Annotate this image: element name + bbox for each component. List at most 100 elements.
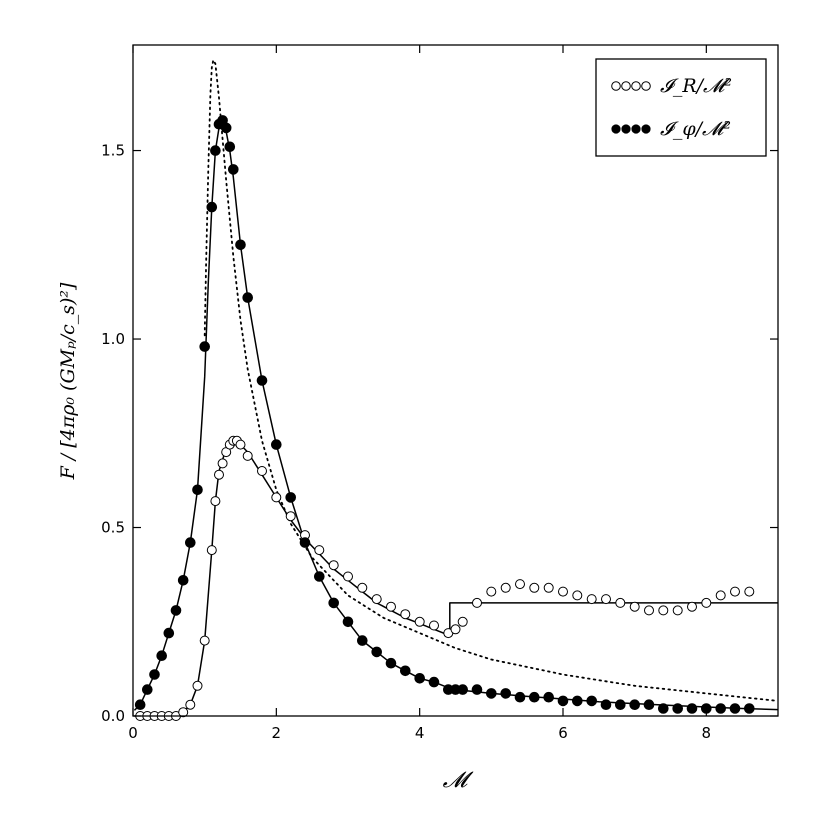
data-point-iphi <box>686 703 698 714</box>
data-point-ir <box>658 605 669 616</box>
data-point-iphi <box>149 669 160 680</box>
data-point-ir <box>235 439 246 450</box>
plot-frame <box>132 44 779 717</box>
data-point-iphi <box>600 699 612 711</box>
data-point-iphi <box>156 650 167 662</box>
data-point-iphi <box>414 673 426 684</box>
data-point-iphi <box>285 492 297 503</box>
x-tick-label: 6 <box>558 724 568 742</box>
data-point-ir <box>558 586 568 597</box>
data-point-iphi <box>177 575 189 586</box>
data-point-ir <box>515 579 525 590</box>
data-point-ir <box>744 586 755 597</box>
data-point-ir <box>715 590 726 601</box>
data-point-ir <box>357 582 368 593</box>
data-point-ir <box>601 594 611 605</box>
data-point-iphi <box>471 684 483 695</box>
data-point-iphi <box>134 699 146 711</box>
data-point-iphi <box>220 122 232 134</box>
data-point-iphi <box>572 695 583 707</box>
data-point-ir <box>185 699 196 710</box>
legend-label-ir: 𝓘_R/𝓜² <box>660 75 732 97</box>
data-point-iphi <box>729 703 741 714</box>
data-point-iphi <box>586 695 598 707</box>
data-point-iphi <box>256 375 268 386</box>
data-point-iphi <box>192 484 203 496</box>
data-point-ir <box>586 594 597 605</box>
data-point-ir <box>572 590 583 601</box>
data-point-iphi <box>744 703 755 714</box>
legend-frame <box>595 58 767 157</box>
data-point-ir <box>214 469 224 480</box>
data-point-ir <box>271 492 282 503</box>
data-point-iphi <box>328 597 340 609</box>
legend-label-iphi: 𝓘_φ/𝓜² <box>660 118 731 140</box>
data-point-ir <box>210 496 221 507</box>
data-point-iphi <box>185 537 196 548</box>
data-point-ir <box>400 609 411 620</box>
data-point-iphi <box>457 684 469 695</box>
axis-ticks: 0 2 4 6 8 0.0 0.5 1.0 1.5 <box>101 45 778 742</box>
data-point-iphi <box>357 635 368 646</box>
legend: 𝓘_R/𝓜² 𝓘_φ/𝓜² <box>595 58 767 157</box>
data-point-iphi <box>228 164 239 175</box>
data-point-iphi <box>715 703 727 714</box>
data-point-iphi <box>299 537 311 548</box>
y-tick-label: 0.5 <box>101 519 125 537</box>
data-point-iphi <box>271 439 282 450</box>
plot-marks <box>133 59 779 721</box>
x-tick-label: 2 <box>272 724 282 742</box>
legend-marker-open <box>611 81 651 91</box>
data-point-ir <box>386 601 396 612</box>
data-point-ir <box>343 571 353 582</box>
data-point-iphi <box>163 627 175 639</box>
data-point-iphi <box>371 646 383 658</box>
data-point-iphi <box>235 239 246 251</box>
data-point-iphi <box>342 616 354 628</box>
x-tick-label: 4 <box>415 724 425 742</box>
x-tick-label: 8 <box>702 724 712 742</box>
dotted-curve <box>203 59 779 702</box>
data-point-iphi <box>500 688 512 699</box>
data-point-ir <box>615 597 626 608</box>
legend-marker-filled <box>611 124 651 134</box>
data-point-iphi <box>615 699 626 711</box>
data-point-ir <box>472 597 482 608</box>
data-point-iphi <box>199 341 210 352</box>
data-point-ir <box>429 620 439 631</box>
data-point-iphi <box>543 691 555 703</box>
data-point-ir <box>644 605 654 616</box>
data-point-ir <box>543 582 554 593</box>
data-point-ir <box>242 450 253 461</box>
data-point-iphi <box>400 665 411 677</box>
data-point-ir <box>450 624 461 635</box>
data-point-iphi <box>643 699 655 711</box>
data-point-iphi <box>170 605 182 616</box>
data-point-iphi <box>224 141 236 153</box>
data-point-ir <box>257 466 267 476</box>
data-point-ir <box>687 601 697 612</box>
data-point-iphi <box>514 691 526 703</box>
data-point-ir <box>178 707 189 718</box>
data-point-iphi <box>486 688 497 699</box>
data-point-ir <box>672 605 683 616</box>
data-point-ir <box>629 601 640 612</box>
data-point-iphi <box>206 201 218 213</box>
data-point-ir <box>371 594 382 605</box>
data-point-iphi <box>242 292 253 303</box>
data-point-iphi <box>629 699 641 711</box>
data-point-ir <box>529 582 540 593</box>
y-tick-label: 0.0 <box>101 707 125 725</box>
data-point-iphi <box>672 703 684 714</box>
data-point-ir <box>217 458 228 469</box>
data-point-ir <box>192 680 203 691</box>
data-point-ir <box>457 616 468 627</box>
y-tick-label: 1.5 <box>101 142 125 160</box>
data-point-ir <box>414 616 425 627</box>
data-point-iphi <box>210 145 221 156</box>
data-point-ir <box>701 597 712 608</box>
data-point-iphi <box>314 571 325 582</box>
y-tick-label: 1.0 <box>101 330 125 348</box>
data-point-ir <box>285 511 296 522</box>
